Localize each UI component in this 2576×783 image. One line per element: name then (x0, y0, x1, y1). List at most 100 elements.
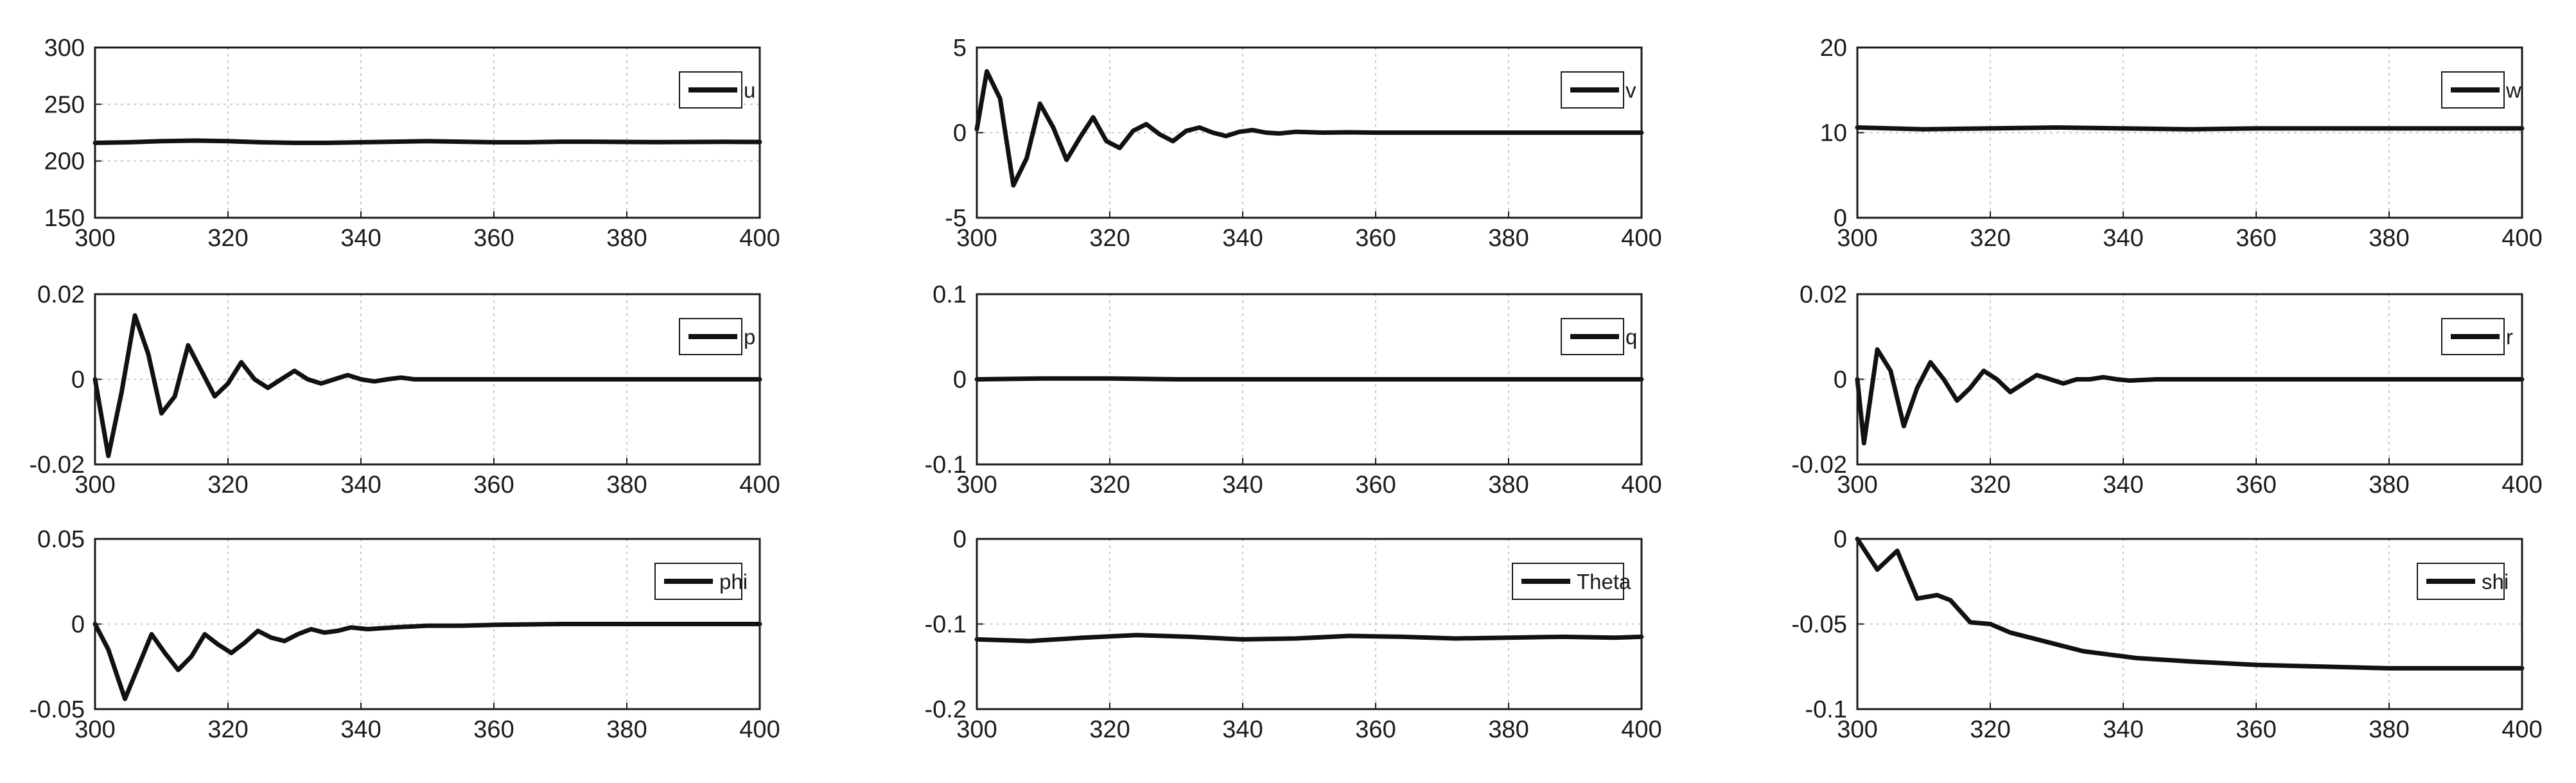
legend: shi (2417, 563, 2509, 600)
y-tick-label: -0.02 (29, 452, 85, 479)
y-tick-label: 200 (44, 148, 85, 175)
x-tick-label: 360 (1355, 225, 1396, 252)
legend-label: r (2506, 325, 2513, 349)
x-tick-label: 300 (74, 716, 115, 743)
x-tick-label: 300 (74, 225, 115, 252)
x-tick-label: 340 (1222, 471, 1263, 498)
x-tick-label: 320 (207, 471, 248, 498)
x-tick-label: 300 (1837, 471, 1877, 498)
y-tick-label: 0 (71, 367, 85, 394)
legend: v (1561, 71, 1636, 109)
x-tick-label: 360 (2236, 471, 2276, 498)
x-tick-label: 340 (2103, 471, 2143, 498)
x-tick-label: 400 (2502, 471, 2542, 498)
legend-label: Theta (1577, 570, 1631, 594)
x-tick-label: 360 (473, 716, 514, 743)
x-tick-label: 300 (74, 471, 115, 498)
x-tick-label: 300 (956, 225, 997, 252)
y-tick-label: 0 (953, 367, 967, 394)
y-tick-label: 150 (44, 205, 85, 232)
x-tick-label: 300 (1837, 225, 1877, 252)
series-line-r (1855, 347, 2525, 446)
y-tick-label: -0.2 (925, 696, 967, 723)
x-tick-label: 360 (1355, 471, 1396, 498)
x-tick-label: 360 (1355, 716, 1396, 743)
y-tick-label: -0.1 (925, 452, 967, 479)
legend: w (2441, 71, 2521, 109)
y-tick-label: 0 (953, 120, 967, 147)
series-line-w (1855, 125, 2525, 132)
x-tick-label: 360 (2236, 716, 2276, 743)
series-line-shi (1855, 536, 2525, 671)
y-tick-label: -0.1 (1805, 696, 1847, 723)
subplot-v: 300 320 340 360 380 400 -5 0 5 v (945, 35, 1662, 252)
y-tick-label: 0 (71, 611, 85, 638)
x-tick-label: 340 (2103, 716, 2143, 743)
series-line-phi (92, 622, 762, 701)
x-tick-label: 380 (606, 716, 647, 743)
y-tick-label: 0.02 (1800, 281, 1847, 308)
legend: p (679, 318, 755, 355)
x-tick-label: 400 (1621, 471, 1661, 498)
x-tick-label: 300 (1837, 716, 1877, 743)
y-tick-label: 0 (1834, 367, 1847, 394)
series-line-v (974, 69, 1644, 188)
y-tick-label: 20 (1820, 35, 1847, 62)
subplot-phi: 300 320 340 360 380 400 -0.05 0 0.05 phi (29, 526, 780, 743)
legend-label: p (744, 325, 755, 349)
legend-label: shi (2482, 570, 2509, 594)
axes-frame (94, 46, 761, 219)
subplot-theta: 300 320 340 360 380 400 -0.2 -0.1 0 Theta (925, 526, 1662, 743)
series-line-u (92, 138, 762, 145)
x-tick-label: 320 (1089, 716, 1130, 743)
x-tick-label: 400 (739, 471, 780, 498)
subplot-shi: 300 320 340 360 380 400 -0.1 -0.05 0 shi (1791, 526, 2542, 743)
y-tick-label: -0.05 (1791, 611, 1847, 638)
x-tick-label: 340 (340, 471, 381, 498)
x-tick-label: 380 (2369, 225, 2409, 252)
x-tick-label: 340 (2103, 225, 2143, 252)
x-tick-label: 300 (956, 471, 997, 498)
x-tick-label: 340 (1222, 225, 1263, 252)
legend: phi (654, 563, 748, 600)
subplot-q: 300 320 340 360 380 400 -0.1 0 0.1 q (925, 281, 1662, 498)
y-tick-label: 0 (1834, 526, 1847, 553)
legend: q (1561, 318, 1637, 355)
subplot-w: 300 320 340 360 380 400 0 10 20 w (1820, 35, 2543, 252)
plot-area (1857, 48, 2522, 218)
x-tick-label: 320 (207, 716, 248, 743)
legend-label: q (1625, 325, 1637, 349)
x-tick-label: 320 (1970, 716, 2010, 743)
subplot-p: 300 320 340 360 380 400 -0.02 0 0.02 p (29, 281, 780, 498)
x-tick-label: 400 (2502, 716, 2542, 743)
legend-label: u (744, 78, 755, 102)
y-tick-label: 0.02 (37, 281, 85, 308)
x-tick-label: 360 (473, 225, 514, 252)
series-line-q (974, 376, 1644, 382)
legend: Theta (1512, 563, 1631, 600)
x-tick-label: 320 (1089, 471, 1130, 498)
y-tick-label: -5 (945, 205, 967, 232)
y-tick-label: 0.05 (37, 526, 85, 553)
x-tick-label: 320 (207, 225, 248, 252)
y-tick-label: 300 (44, 35, 85, 62)
series-line-theta (974, 633, 1644, 644)
x-tick-label: 400 (1621, 716, 1661, 743)
legend-label: phi (719, 570, 748, 594)
y-tick-label: 250 (44, 91, 85, 118)
x-tick-label: 380 (1488, 225, 1529, 252)
x-tick-label: 400 (1621, 225, 1661, 252)
series-line-p (92, 313, 762, 459)
y-tick-label: 10 (1820, 120, 1847, 147)
x-tick-label: 320 (1970, 225, 2010, 252)
subplot-r: 300 320 340 360 380 400 -0.02 0 0.02 r (1791, 281, 2542, 498)
x-tick-label: 360 (473, 471, 514, 498)
x-tick-label: 360 (2236, 225, 2276, 252)
legend-label: w (2505, 78, 2521, 102)
x-tick-label: 340 (1222, 716, 1263, 743)
x-tick-label: 380 (2369, 716, 2409, 743)
x-tick-label: 340 (340, 716, 381, 743)
x-tick-label: 380 (1488, 471, 1529, 498)
x-tick-label: 400 (2502, 225, 2542, 252)
y-tick-label: 0.1 (933, 281, 967, 308)
